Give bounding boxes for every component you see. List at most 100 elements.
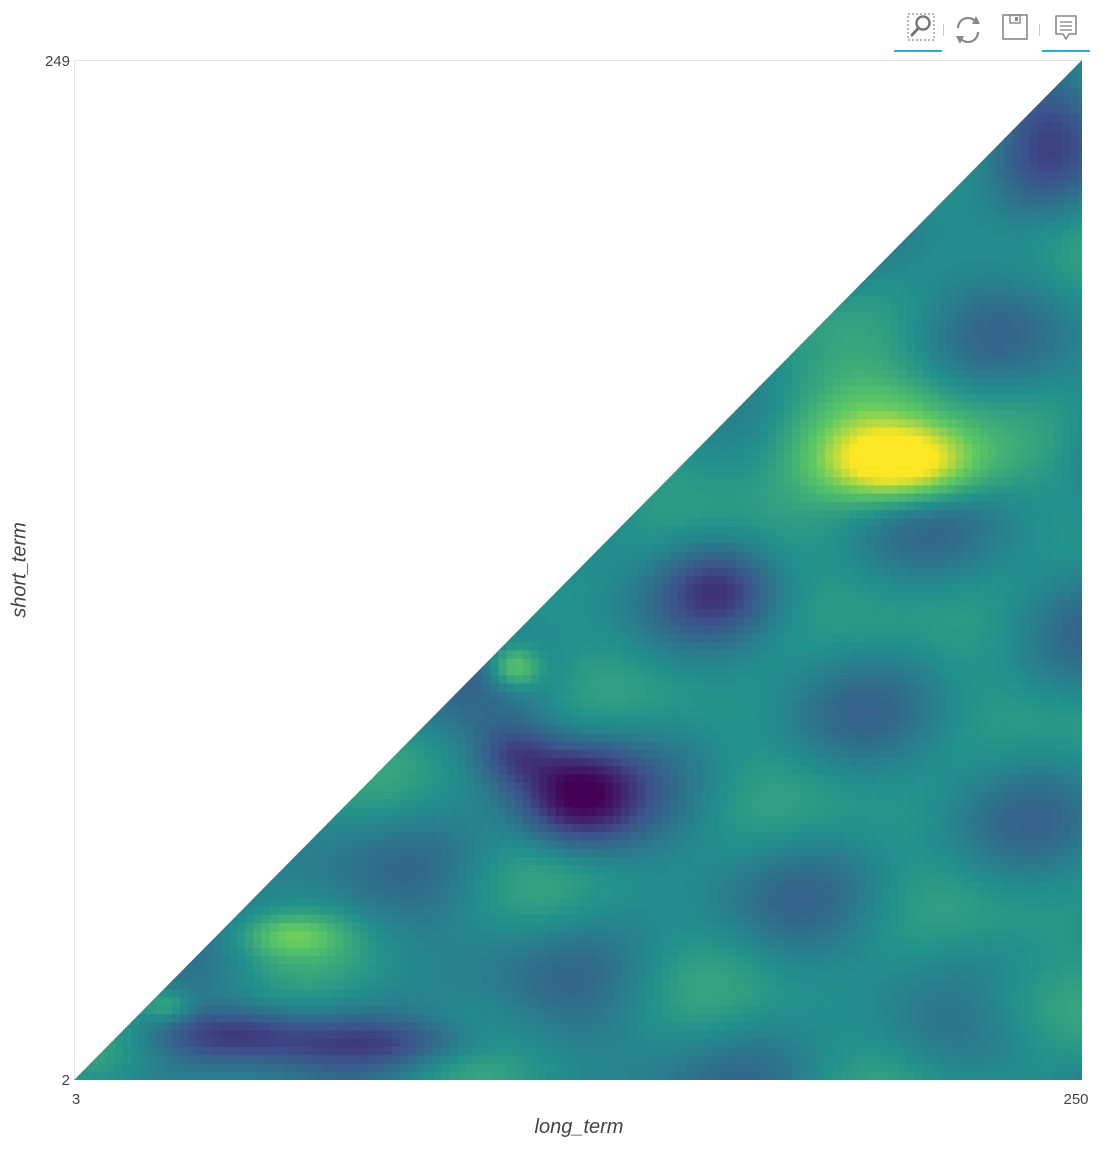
heatmap-cell <box>604 732 614 742</box>
heatmap-cell <box>278 963 287 973</box>
heatmap-cell <box>498 707 508 717</box>
heatmap-cell <box>604 798 614 808</box>
heatmap-cell <box>506 691 516 701</box>
heatmap-cell <box>343 914 353 924</box>
heatmap-cell <box>849 468 859 478</box>
heatmap-cell <box>612 1013 622 1023</box>
heatmap-cell <box>816 922 826 932</box>
heatmap-cell <box>718 864 728 874</box>
hover-tool[interactable] <box>1042 10 1090 52</box>
heatmap-cell <box>302 996 312 1006</box>
heatmap-cell <box>873 625 883 635</box>
heatmap-cell <box>351 1071 361 1080</box>
heatmap-cell <box>702 666 712 676</box>
heatmap-cell <box>718 542 728 552</box>
heatmap-cell <box>98 1071 108 1080</box>
heatmap-cell <box>547 740 557 750</box>
heatmap-cell <box>873 674 883 684</box>
heatmap-cell <box>784 905 793 915</box>
heatmap-cell <box>661 550 671 560</box>
heatmap-cell <box>743 649 753 659</box>
heatmap-cell <box>302 922 312 932</box>
heatmap-canvas[interactable] <box>74 60 1082 1080</box>
heatmap-cell <box>759 963 769 973</box>
heatmap-cell <box>694 806 704 816</box>
save-tool[interactable] <box>998 10 1034 50</box>
heatmap-cell <box>873 963 883 973</box>
heatmap-cell <box>359 1038 369 1047</box>
heatmap-cell <box>784 435 793 445</box>
heatmap-cell <box>735 691 744 701</box>
heatmap-cell <box>784 1038 793 1047</box>
heatmap-cell <box>824 526 834 535</box>
heatmap-cell <box>718 418 728 428</box>
heatmap-cell <box>408 914 418 924</box>
heatmap-cell <box>841 782 850 791</box>
heatmap-cell <box>808 633 818 643</box>
heatmap-cell <box>310 972 320 981</box>
heatmap-cell <box>588 724 597 734</box>
heatmap-cell <box>669 724 679 734</box>
heatmap-cell <box>400 790 410 800</box>
heatmap-cell <box>669 1054 679 1064</box>
heatmap-cell <box>849 1021 859 1031</box>
heatmap-cell <box>816 369 826 378</box>
heatmap-cell <box>155 1054 165 1064</box>
heatmap-cell <box>873 526 883 535</box>
heatmap-cell <box>759 914 769 924</box>
heatmap-cell <box>669 575 679 585</box>
heatmap-cell <box>637 567 646 577</box>
heatmap-cell <box>865 773 875 783</box>
heatmap-cell <box>816 459 826 469</box>
heatmap-cell <box>653 806 663 816</box>
heatmap-cell <box>571 592 581 601</box>
heatmap-cell <box>204 1029 214 1039</box>
heatmap-cell <box>702 600 712 610</box>
heatmap-cell <box>702 988 712 998</box>
heatmap-cell <box>792 848 802 857</box>
heatmap-cell <box>833 625 842 635</box>
heatmap-cell <box>327 1046 336 1056</box>
heatmap-cell <box>580 806 589 816</box>
heatmap-cell <box>702 897 712 907</box>
heatmap-cell <box>392 905 402 915</box>
heatmap-cell <box>335 947 344 957</box>
heatmap-cell <box>261 939 271 948</box>
heatmap-cell <box>808 658 818 668</box>
heatmap-cell <box>784 914 793 924</box>
heatmap-cell <box>571 699 581 709</box>
box-zoom-tool[interactable] <box>894 10 942 52</box>
heatmap-cell <box>702 947 712 957</box>
heatmap-cell <box>726 559 736 568</box>
heatmap-cell <box>237 1071 246 1080</box>
heatmap-cell <box>653 930 663 940</box>
reset-tool[interactable] <box>950 10 986 50</box>
heatmap-cell <box>457 757 467 767</box>
heatmap-cell <box>775 947 785 957</box>
heatmap-cell <box>180 1021 189 1031</box>
heatmap-cell <box>588 856 597 866</box>
heatmap-cell <box>808 559 818 568</box>
heatmap-cell <box>775 633 785 643</box>
heatmap-cell <box>857 534 867 544</box>
heatmap-cell <box>261 947 271 957</box>
heatmap-cell <box>220 1062 230 1072</box>
heatmap-cell <box>873 435 883 445</box>
heatmap-cell <box>816 468 826 478</box>
heatmap-cell <box>710 699 720 709</box>
heatmap-cell <box>441 930 451 940</box>
heatmap-cell <box>833 922 842 932</box>
heatmap-cell <box>669 939 679 948</box>
heatmap-cell <box>588 881 597 891</box>
heatmap-cell <box>229 1062 238 1072</box>
heatmap-cell <box>767 922 777 932</box>
heatmap-cell <box>759 939 769 948</box>
heatmap-cell <box>384 757 393 767</box>
heatmap-cell <box>661 1013 671 1023</box>
heatmap-cell <box>718 484 728 494</box>
heatmap-cell <box>669 658 679 668</box>
heatmap-cell <box>612 1005 622 1014</box>
heatmap-cell <box>669 1021 679 1031</box>
heatmap-cell <box>775 1038 785 1047</box>
heatmap-cell <box>800 517 810 527</box>
